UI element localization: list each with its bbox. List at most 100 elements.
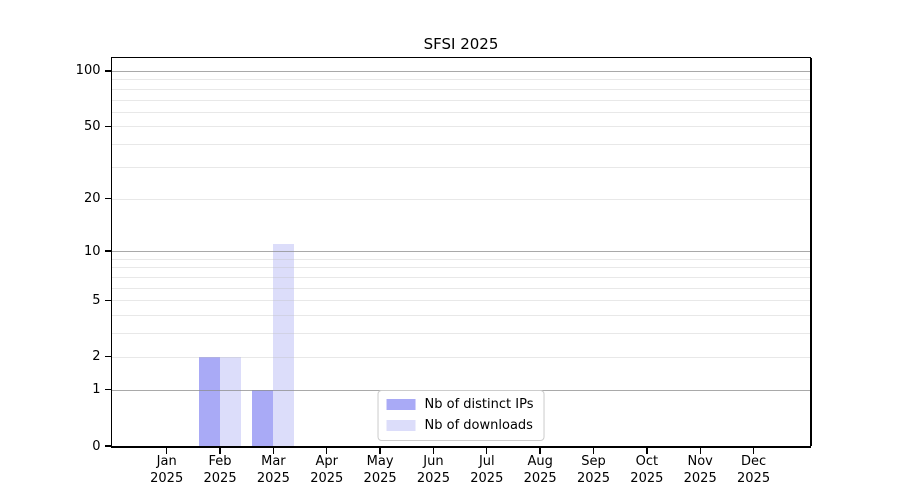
gridline-major <box>112 251 810 253</box>
gridline-minor <box>112 287 810 289</box>
x-tick-year: 2025 <box>683 470 717 486</box>
gridline-minor <box>112 88 810 90</box>
y-tick <box>104 70 111 72</box>
y-tick <box>104 299 111 302</box>
x-tick-month: Jul <box>478 454 495 469</box>
x-tick-year: 2025 <box>150 470 184 486</box>
x-tick-month: Apr <box>315 454 339 469</box>
x-tick <box>219 447 221 454</box>
x-tick-month: Mar <box>261 454 286 469</box>
x-tick-label: Dec 2025 <box>721 454 787 487</box>
spine-bottom <box>111 446 811 448</box>
x-tick-month: Jan <box>156 454 177 469</box>
x-tick-label: Jul 2025 <box>454 454 520 487</box>
gridline-minor <box>112 79 810 81</box>
plot-area <box>110 56 812 448</box>
x-tick-year: 2025 <box>203 470 237 486</box>
bar-downloads <box>273 244 295 446</box>
x-tick <box>539 447 541 454</box>
x-tick <box>592 447 595 454</box>
gridline-major <box>112 70 810 72</box>
x-tick-month: Nov <box>687 454 713 469</box>
legend-item: Nb of downloads <box>386 417 534 434</box>
gridline-minor <box>112 356 810 358</box>
x-tick-label: Jan 2025 <box>134 454 200 487</box>
legend-item: Nb of distinct IPs <box>386 396 534 413</box>
x-tick <box>486 447 488 454</box>
y-tick <box>104 125 111 128</box>
x-tick-month: May <box>366 454 394 469</box>
spine-right <box>810 58 812 446</box>
y-tick-label: 2 <box>92 349 101 365</box>
x-tick-label: Mar 2025 <box>240 454 306 487</box>
spine-left <box>110 58 112 446</box>
gridline-minor <box>112 258 810 260</box>
x-tick <box>699 447 701 454</box>
x-tick-year: 2025 <box>256 470 290 486</box>
x-tick-year: 2025 <box>363 470 397 486</box>
y-tick <box>104 197 111 200</box>
gridline-minor <box>112 111 810 113</box>
x-tick-month: Oct <box>635 454 659 469</box>
x-tick-year: 2025 <box>576 470 611 486</box>
x-tick-year: 2025 <box>737 470 771 486</box>
legend-swatch-downloads <box>386 420 416 431</box>
y-tick-label: 1 <box>92 382 101 398</box>
x-tick-year: 2025 <box>416 470 450 486</box>
x-tick-month: Feb <box>208 454 232 469</box>
x-tick-label: Nov 2025 <box>667 454 733 487</box>
x-tick <box>326 447 328 454</box>
gridline-minor <box>112 276 810 278</box>
y-tick-label: 100 <box>75 63 101 79</box>
x-tick-month: Dec <box>740 454 767 469</box>
gridline-minor <box>112 99 810 101</box>
x-tick-label: Feb 2025 <box>187 454 253 487</box>
spine-top <box>111 56 811 58</box>
chart-title: SFSI 2025 <box>423 35 499 53</box>
gridline-minor <box>112 144 810 146</box>
gridline-minor <box>112 315 810 317</box>
gridline-minor <box>112 126 810 128</box>
x-tick-label: Aug 2025 <box>507 454 573 487</box>
x-tick-label: May 2025 <box>347 454 413 487</box>
y-tick-label: 20 <box>83 191 101 207</box>
bar-distinct-ips <box>199 356 221 446</box>
gridline-minor <box>112 166 810 168</box>
x-tick-label: Apr 2025 <box>294 454 360 487</box>
x-tick-year: 2025 <box>630 470 664 486</box>
x-tick-year: 2025 <box>470 470 504 486</box>
x-tick-month: Jun <box>423 454 444 469</box>
x-tick <box>272 447 275 454</box>
bar-downloads <box>220 356 242 446</box>
legend-swatch-distinct-ips <box>386 399 416 410</box>
bar-distinct-ips <box>252 389 274 446</box>
x-tick <box>752 447 755 454</box>
legend: Nb of distinct IPs Nb of downloads <box>377 390 545 441</box>
x-tick <box>432 447 435 454</box>
gridline-minor <box>112 333 810 335</box>
x-tick-label: Jun 2025 <box>400 454 466 487</box>
y-tick-label: 10 <box>83 243 101 259</box>
x-tick-label: Sep 2025 <box>561 454 627 487</box>
x-tick <box>646 447 648 454</box>
x-tick <box>379 447 381 454</box>
x-tick-month: Aug <box>527 454 553 469</box>
legend-label: Nb of distinct IPs <box>424 397 534 412</box>
y-tick-label: 50 <box>83 118 101 134</box>
x-tick-label: Oct 2025 <box>614 454 680 487</box>
y-tick-label: 0 <box>92 438 101 454</box>
x-tick-year: 2025 <box>523 470 557 486</box>
x-tick-month: Sep <box>581 454 606 469</box>
x-tick <box>166 447 168 454</box>
gridline-minor <box>112 300 810 302</box>
y-tick <box>104 388 111 391</box>
x-tick-year: 2025 <box>310 470 344 486</box>
gridline-minor <box>112 198 810 200</box>
y-tick <box>104 445 111 447</box>
y-tick <box>104 250 111 252</box>
y-tick <box>104 355 111 358</box>
gridline-minor <box>112 267 810 269</box>
legend-label: Nb of downloads <box>424 418 533 433</box>
y-tick-label: 5 <box>92 292 101 308</box>
